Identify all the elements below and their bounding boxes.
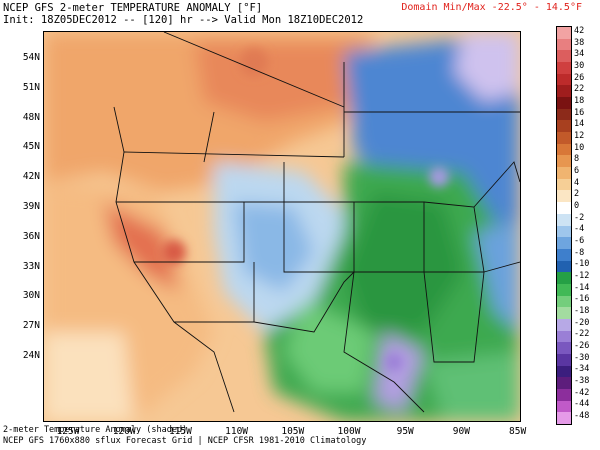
- legend-color-cell: [557, 318, 571, 332]
- legend-color-cell: [557, 412, 571, 425]
- footer-source: NCEP GFS 1760x880 sflux Forecast Grid | …: [3, 436, 367, 446]
- legend-label: -22: [574, 329, 590, 340]
- lon-label: 105W: [281, 426, 305, 437]
- legend-color-cell: [557, 50, 571, 63]
- legend-color-cell: [557, 353, 571, 367]
- lon-label: 115W: [168, 426, 192, 437]
- legend-color-cell: [557, 307, 571, 320]
- lat-label: 54N: [22, 52, 40, 63]
- legend-label: -12: [574, 271, 590, 282]
- legend-label: 6: [574, 165, 580, 176]
- lat-label: 24N: [22, 350, 40, 361]
- legend-color-cell: [557, 213, 571, 226]
- legend-label: 42: [574, 25, 585, 36]
- legend-label: 8: [574, 154, 580, 165]
- lat-label: 42N: [22, 171, 40, 183]
- legend-label: 22: [574, 84, 585, 95]
- legend-color-cell: [557, 97, 571, 110]
- legend-label: 34: [574, 49, 585, 60]
- map-title: NCEP GFS 2-meter TEMPERATURE ANOMALY [°F…: [3, 2, 263, 14]
- lat-label: 45N: [22, 141, 40, 153]
- lat-label: 33N: [22, 260, 40, 272]
- legend-label: -4: [574, 224, 585, 235]
- legend-color-cell: [557, 260, 571, 273]
- legend-color-cell: [557, 155, 571, 168]
- legend-color-cell: [557, 237, 571, 250]
- legend-color-cell: [557, 108, 571, 121]
- legend-label: -44: [574, 399, 590, 410]
- domain-minmax: Domain Min/Max -22.5° - 14.5°F: [401, 2, 582, 13]
- legend-color-cell: [557, 377, 571, 390]
- lon-label: 110W: [225, 426, 249, 437]
- legend-color-cell: [557, 120, 571, 133]
- init-valid-line: Init: 18Z05DEC2012 -- [120] hr --> Valid…: [3, 14, 364, 26]
- lon-label: 100W: [337, 426, 361, 437]
- legend-color-cell: [557, 388, 571, 402]
- lon-label: 90W: [452, 426, 470, 437]
- legend-color-cell: [557, 342, 571, 355]
- legend-label: 12: [574, 130, 585, 141]
- legend-label: 4: [574, 177, 580, 188]
- legend-color-cell: [557, 73, 571, 86]
- footer-description: 2-meter Temperature Anomaly (shaded): [3, 425, 188, 435]
- legend-label: -34: [574, 364, 590, 375]
- legend-label: -18: [574, 306, 590, 317]
- legend-color-cell: [557, 365, 571, 378]
- legend-color-cell: [557, 295, 571, 308]
- lat-label: 27N: [22, 320, 40, 332]
- legend-label: 18: [574, 95, 585, 106]
- legend-color-cell: [557, 132, 571, 145]
- legend-color-cell: [557, 62, 571, 75]
- lon-label: 85W: [509, 426, 527, 437]
- legend-label: -16: [574, 294, 590, 305]
- legend-color-cell: [557, 330, 571, 343]
- legend-label: -8: [574, 247, 585, 258]
- lon-label: 120W: [112, 426, 136, 437]
- legend-label: -30: [574, 352, 590, 363]
- legend-label: -2: [574, 212, 585, 223]
- legend-label: -26: [574, 341, 590, 352]
- legend-label: 2: [574, 189, 580, 200]
- legend-label: -14: [574, 282, 590, 293]
- legend-color-cell: [557, 248, 571, 262]
- legend-label: -48: [574, 411, 590, 422]
- legend-label: 0: [574, 200, 580, 211]
- color-legend: [556, 26, 572, 425]
- legend-label: -38: [574, 376, 590, 387]
- legend-color-cell: [557, 400, 571, 413]
- legend-color-cell: [557, 85, 571, 98]
- lat-label: 48N: [22, 111, 40, 123]
- lon-label: 125W: [56, 426, 80, 437]
- legend-label: -42: [574, 387, 590, 398]
- lon-label: 95W: [396, 426, 414, 437]
- legend-color-cell: [557, 143, 571, 156]
- legend-color-cell: [557, 178, 571, 191]
- legend-color-cell: [557, 272, 571, 285]
- lat-label: 39N: [22, 201, 40, 212]
- lat-label: 51N: [22, 81, 40, 93]
- lat-label: 36N: [22, 230, 40, 242]
- legend-label: -10: [574, 259, 590, 270]
- legend-label: 26: [574, 72, 585, 83]
- legend-color-cell: [557, 202, 571, 215]
- anomaly-map: [43, 31, 521, 422]
- legend-label: 38: [574, 37, 585, 48]
- legend-color-cell: [557, 283, 571, 297]
- legend-color-cell: [557, 225, 571, 238]
- legend-color-cell: [557, 38, 571, 51]
- legend-color-cell: [557, 190, 571, 203]
- state-boundaries: [113, 32, 520, 413]
- legend-label: 16: [574, 107, 585, 118]
- legend-color-cell: [557, 167, 571, 180]
- legend-color-cell: [557, 27, 571, 40]
- legend-label: -20: [574, 317, 590, 328]
- legend-label: 14: [574, 119, 585, 130]
- legend-label: 30: [574, 60, 585, 71]
- lat-label: 30N: [22, 290, 40, 302]
- legend-label: -6: [574, 236, 585, 246]
- legend-label: 10: [574, 142, 585, 153]
